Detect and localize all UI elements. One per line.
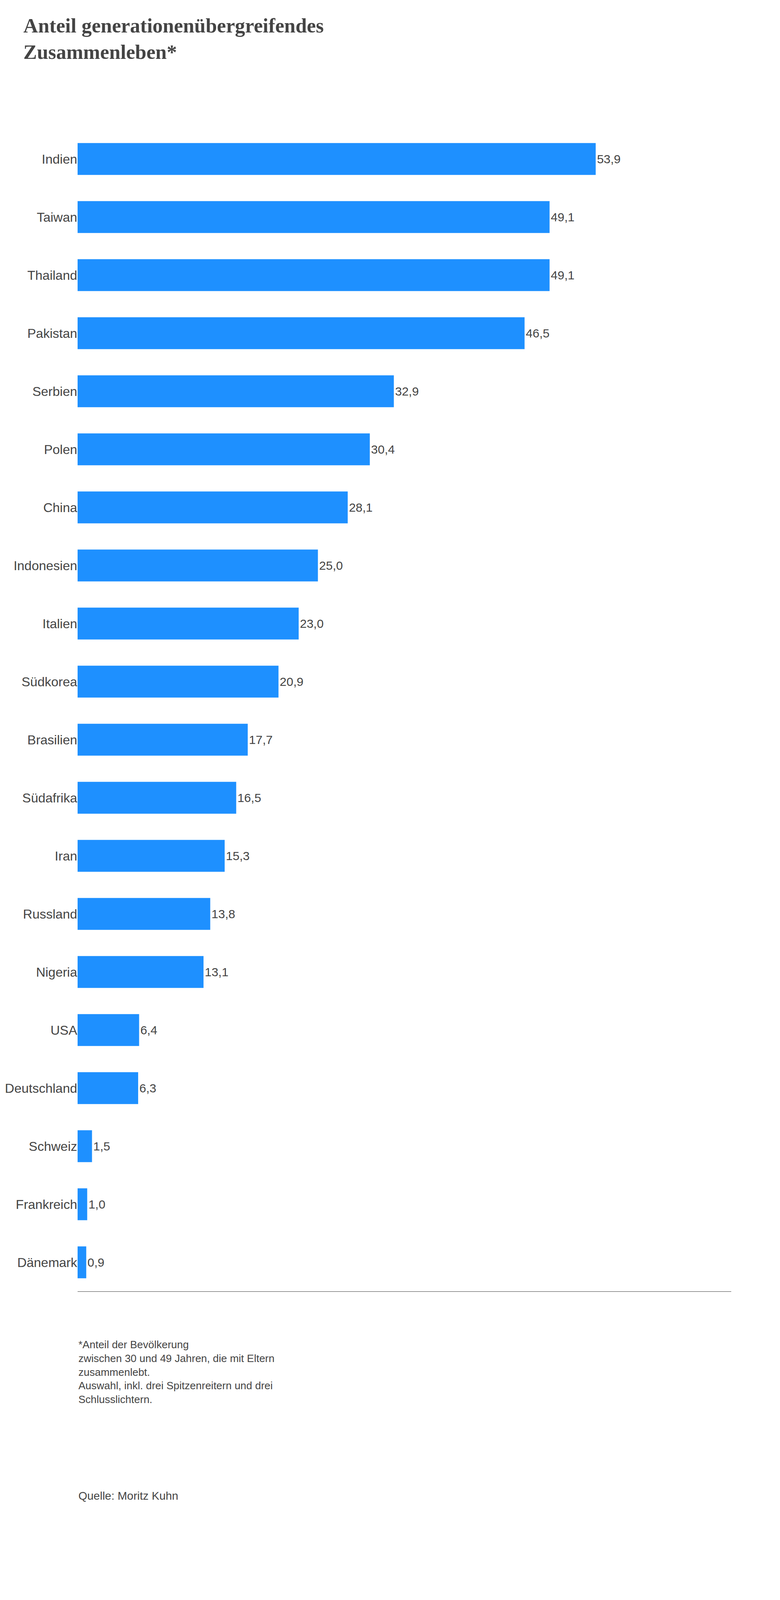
svg-text:49,1: 49,1 bbox=[550, 268, 575, 282]
svg-text:*Anteil der Bevölkerungzwische: *Anteil der Bevölkerungzwischen 30 und 4… bbox=[78, 1339, 275, 1407]
svg-text:Südkorea: Südkorea bbox=[21, 674, 78, 690]
svg-text:49,1: 49,1 bbox=[550, 210, 575, 224]
svg-text:Nigeria: Nigeria bbox=[36, 965, 78, 980]
svg-text:Thailand: Thailand bbox=[27, 268, 78, 283]
svg-text:53,9: 53,9 bbox=[596, 152, 621, 166]
svg-text:Taiwan: Taiwan bbox=[36, 210, 78, 225]
svg-text:6,4: 6,4 bbox=[140, 1023, 158, 1038]
svg-text:17,7: 17,7 bbox=[249, 733, 273, 747]
svg-text:28,1: 28,1 bbox=[348, 500, 373, 515]
svg-text:13,8: 13,8 bbox=[211, 907, 236, 921]
svg-text:25,0: 25,0 bbox=[319, 559, 343, 573]
svg-text:20,9: 20,9 bbox=[279, 675, 304, 689]
svg-text:1,5: 1,5 bbox=[93, 1139, 111, 1154]
svg-text:Dänemark: Dänemark bbox=[17, 1255, 78, 1271]
svg-text:China: China bbox=[43, 500, 78, 516]
svg-text:Schweiz: Schweiz bbox=[28, 1139, 78, 1155]
svg-text:USA: USA bbox=[50, 1023, 78, 1038]
svg-text:Serbien: Serbien bbox=[32, 384, 78, 399]
svg-text:Polen: Polen bbox=[43, 442, 78, 458]
svg-text:1,0: 1,0 bbox=[88, 1198, 106, 1212]
svg-text:Indonesien: Indonesien bbox=[13, 558, 78, 574]
svg-text:Indien: Indien bbox=[41, 151, 78, 167]
svg-text:Brasilien: Brasilien bbox=[27, 732, 78, 748]
svg-text:6,3: 6,3 bbox=[139, 1081, 157, 1096]
svg-text:Anteil generationenübergreifen: Anteil generationenübergreifendesZusamme… bbox=[23, 14, 324, 64]
svg-text:Italien: Italien bbox=[42, 616, 78, 632]
svg-text:32,9: 32,9 bbox=[394, 384, 419, 399]
svg-text:Pakistan: Pakistan bbox=[27, 326, 78, 341]
svg-text:Iran: Iran bbox=[54, 849, 78, 864]
svg-text:23,0: 23,0 bbox=[299, 617, 324, 631]
svg-text:0,9: 0,9 bbox=[87, 1256, 105, 1270]
svg-text:46,5: 46,5 bbox=[525, 326, 550, 341]
svg-text:Russland: Russland bbox=[23, 907, 78, 922]
svg-text:30,4: 30,4 bbox=[370, 442, 395, 457]
svg-text:Quelle: Moritz Kuhn: Quelle: Moritz Kuhn bbox=[78, 1490, 179, 1503]
svg-text:13,1: 13,1 bbox=[204, 965, 229, 980]
svg-text:Deutschland: Deutschland bbox=[4, 1081, 78, 1097]
svg-text:15,3: 15,3 bbox=[225, 849, 250, 863]
svg-text:16,5: 16,5 bbox=[237, 791, 261, 805]
svg-text:Frankreich: Frankreich bbox=[15, 1197, 78, 1213]
svg-text:Südafrika: Südafrika bbox=[22, 790, 78, 806]
